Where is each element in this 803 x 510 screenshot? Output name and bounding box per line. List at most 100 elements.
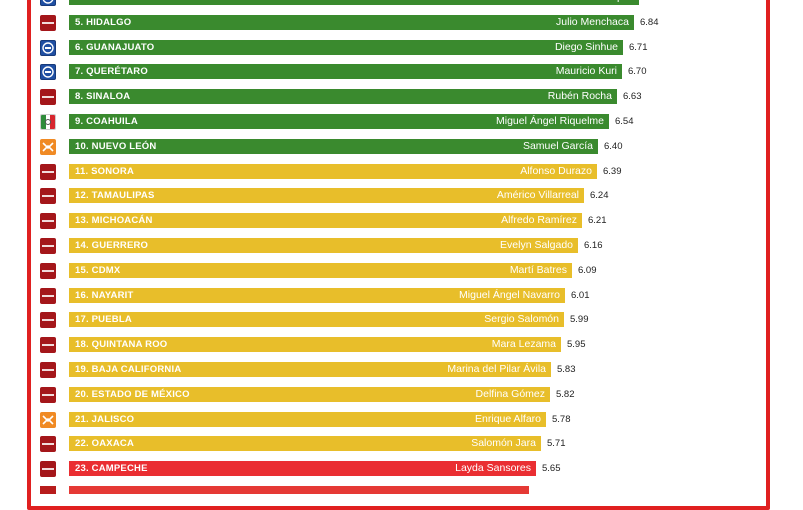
- governor-label: Evelyn Salgado: [500, 239, 573, 251]
- state-label: 17. PUEBLA: [75, 314, 132, 326]
- morena-logo-icon: [40, 89, 56, 106]
- table-row: 5. HIDALGO Julio Menchaca 6.84: [0, 13, 803, 33]
- score-label: 5.78: [552, 413, 571, 425]
- table-row: 4. CHIHUAHUA Maru Campos 6.90: [0, 0, 803, 8]
- state-label: 15. CDMX: [75, 264, 121, 276]
- morena-logo-icon: [40, 287, 56, 304]
- bar: [69, 312, 564, 328]
- score-label: 5.83: [557, 364, 576, 375]
- score-label: 6.84: [640, 16, 659, 28]
- ranking-rows: 4. CHIHUAHUA Maru Campos 6.90 5. HIDALGO Jul…: [0, 0, 803, 479]
- table-row: 11. SONORA Alfonso Durazo 6.39: [0, 162, 803, 182]
- score-label: 6.54: [615, 116, 634, 127]
- bar: [69, 64, 622, 80]
- movimiento-ciudadano-logo-icon: [40, 138, 56, 155]
- score-label: 6.39: [603, 165, 622, 177]
- state-label: 18. QUINTANA ROO: [75, 339, 168, 351]
- bar: [69, 287, 565, 303]
- score-label: 6.09: [578, 264, 597, 276]
- bar: [69, 89, 617, 105]
- bar: [69, 386, 550, 402]
- state-label: 7. QUERÉTARO: [75, 66, 148, 78]
- state-label: 6. GUANAJUATO: [75, 41, 155, 53]
- score-label: 5.82: [556, 388, 575, 400]
- bar: [69, 14, 634, 30]
- governor-label: Samuel García: [522, 139, 593, 152]
- score-label: 5.95: [567, 339, 586, 351]
- governor-label: Miguel Ángel Navarro: [459, 288, 560, 301]
- table-row: 21. JALISCO Enrique Alfaro 5.78: [0, 410, 803, 430]
- table-row: 7. QUERÉTARO Mauricio Kuri 6.70: [0, 62, 803, 82]
- morena-logo-icon: [40, 362, 56, 378]
- morena-logo-icon: [40, 436, 56, 453]
- state-label: 11. SONORA: [75, 165, 135, 177]
- governor-label: Alfonso Durazo: [520, 164, 592, 177]
- state-label: 21. JALISCO: [75, 413, 135, 425]
- state-label: 13. MICHOACÁN: [75, 215, 153, 227]
- table-row: 19. BAJA CALIFORNIA Marina del Pilar Ávil…: [0, 360, 803, 380]
- morena-logo-icon: [40, 238, 56, 254]
- bar: [69, 114, 609, 129]
- table-row: 18. QUINTANA ROO Mara Lezama 5.95: [0, 335, 803, 355]
- state-label: 8. SINALOA: [75, 91, 131, 103]
- score-label: 6.63: [623, 91, 642, 103]
- state-label: 10. NUEVO LEÓN: [75, 140, 157, 152]
- governor-label: Sergio Salomón: [484, 313, 559, 326]
- bar: [69, 39, 623, 55]
- bar: [69, 262, 572, 278]
- table-row: 13. MICHOACÁN Alfredo Ramírez 6.21: [0, 211, 803, 231]
- table-row: 17. PUEBLA Sergio Salomón 5.99: [0, 310, 803, 330]
- governor-label: Rubén Rocha: [547, 90, 612, 103]
- bar: [69, 0, 639, 5]
- score-label: 5.99: [570, 314, 589, 326]
- morena-logo-icon: [40, 163, 56, 180]
- state-label: 22. OAXACA: [75, 438, 135, 450]
- morena-logo-icon: [40, 486, 56, 494]
- pan-logo-icon: [40, 64, 56, 81]
- state-label: 14. GUERRERO: [75, 240, 149, 251]
- bar: [69, 411, 546, 427]
- governor-label: Diego Sinhue: [554, 40, 618, 53]
- table-row: 20. ESTADO DE MÉXICO Delfina Gómez 5.82: [0, 385, 803, 405]
- table-row: 8. SINALOA Rubén Rocha 6.63: [0, 87, 803, 107]
- score-label: 6.24: [590, 190, 609, 202]
- bar: [69, 436, 541, 452]
- state-label: 20. ESTADO DE MÉXICO: [75, 388, 190, 400]
- table-row: 10. NUEVO LEÓN Samuel García 6.40: [0, 137, 803, 157]
- morena-logo-icon: [40, 461, 56, 478]
- bar: [69, 213, 582, 229]
- score-label: 5.65: [542, 463, 561, 475]
- governor-label: Marina del Pilar Ávila: [447, 363, 546, 375]
- table-row: 15. CDMX Martí Batres 6.09: [0, 261, 803, 281]
- governor-label: Mara Lezama: [491, 338, 556, 351]
- score-label: 6.70: [628, 66, 647, 78]
- governor-label: Alfredo Ramírez: [501, 214, 577, 227]
- morena-logo-icon: [40, 213, 56, 230]
- bar: [69, 362, 551, 377]
- governor-label: Américo Villarreal: [496, 189, 579, 202]
- governor-label: Mauricio Kuri: [555, 65, 617, 78]
- bar: [69, 188, 584, 204]
- table-row: 23. CAMPECHE Layda Sansores 5.65: [0, 459, 803, 479]
- table-row: 6. GUANAJUATO Diego Sinhue 6.71: [0, 38, 803, 58]
- governor-label: Maru Campos: [568, 0, 634, 5]
- table-row: 14. GUERRERO Evelyn Salgado 6.16: [0, 236, 803, 256]
- morena-logo-icon: [40, 188, 56, 205]
- table-row: 9. COAHUILA Miguel Ángel Riquelme 6.54: [0, 112, 803, 132]
- pan-logo-icon: [40, 0, 56, 6]
- score-label: 6.16: [584, 240, 603, 251]
- morena-logo-icon: [40, 14, 56, 31]
- governor-label: Julio Menchaca: [556, 15, 629, 28]
- bar: [69, 138, 598, 154]
- morena-logo-icon: [40, 312, 56, 329]
- score-label: 6.71: [629, 41, 648, 53]
- bar: [69, 461, 536, 477]
- score-label: 6.40: [604, 140, 623, 152]
- score-label: 6.01: [571, 289, 590, 301]
- governor-label: Enrique Alfaro: [475, 412, 541, 425]
- bar: [69, 238, 578, 253]
- pri-logo-icon: [40, 114, 56, 130]
- state-label: 9. COAHUILA: [75, 116, 138, 127]
- morena-logo-icon: [40, 262, 56, 279]
- table-row: 16. NAYARIT Miguel Ángel Navarro 6.01: [0, 286, 803, 306]
